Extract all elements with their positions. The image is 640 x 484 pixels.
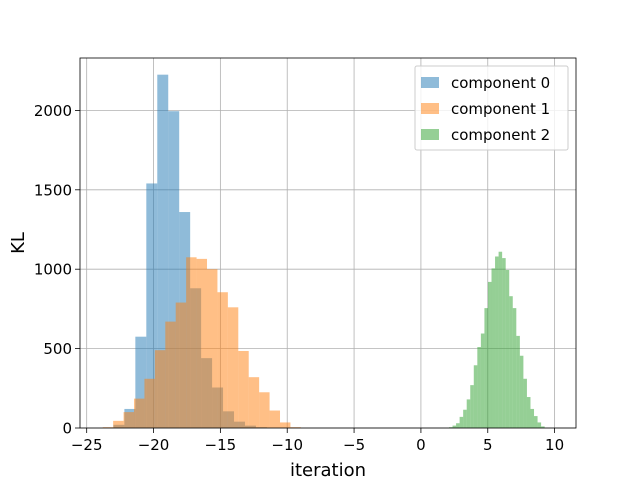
histogram-bar-component-1 [238, 350, 249, 428]
histogram-bar-component-1 [134, 398, 145, 428]
x-tick-label: −25 [71, 436, 103, 454]
histogram-bar-component-2 [526, 397, 531, 428]
legend-entry-label: component 1 [451, 100, 550, 118]
histogram-bar-component-2 [530, 408, 535, 428]
histogram-bar-component-0 [135, 336, 147, 428]
histogram-bar-component-2 [466, 399, 471, 428]
histogram-bar-component-2 [516, 335, 520, 428]
histogram-bar-component-2 [534, 416, 538, 428]
histogram-bar-component-2 [452, 425, 457, 428]
histogram-bar-component-1 [280, 422, 291, 428]
histogram-bar-component-1 [248, 377, 260, 428]
x-tick-label: 10 [545, 436, 564, 454]
histogram-bar-component-1 [227, 307, 239, 428]
histogram-bar-component-0 [146, 183, 158, 428]
legend-entry-label: component 0 [451, 74, 550, 92]
histogram-bar-component-1 [154, 350, 166, 428]
histogram-bar-component-2 [509, 296, 513, 428]
histogram-bar-component-1 [186, 257, 197, 428]
histogram-bar-component-1 [113, 420, 124, 428]
histogram-bar-component-1 [217, 292, 228, 428]
x-tick-label: −15 [205, 436, 237, 454]
histogram-bar-component-2 [477, 347, 481, 428]
histogram-bar-component-2 [463, 409, 467, 428]
histogram-bar-component-2 [487, 281, 492, 428]
y-tick-label: 500 [43, 340, 72, 358]
legend: component 0 component 1 component 2 [414, 65, 569, 151]
ticks-layer: −25 −20 −15 −10 −5 0 5 10 0 500 1000 1500 2000 [34, 102, 564, 454]
legend-swatch [421, 103, 439, 114]
x-axis-label: iteration [290, 460, 366, 480]
histogram-bar-component-2 [519, 355, 524, 428]
bars-layer [102, 74, 545, 429]
histogram-bar-component-2 [523, 378, 527, 428]
histogram-bar-component-1 [144, 378, 155, 428]
legend-entry-label: component 2 [451, 126, 550, 144]
histogram-bar-component-2 [473, 365, 478, 428]
histogram-bar-component-1 [123, 412, 135, 428]
histogram-bar-component-2 [495, 256, 499, 428]
histogram-bar-component-2 [498, 251, 503, 428]
y-tick-label: 2000 [34, 102, 72, 120]
histogram-bar-component-2 [480, 333, 485, 428]
legend-swatch [421, 77, 439, 88]
histogram-bar-component-0 [168, 111, 180, 429]
histogram-bar-component-2 [512, 308, 517, 428]
y-tick-label: 1500 [34, 181, 72, 199]
histogram-bar-component-1 [259, 392, 270, 428]
histogram-bar-component-0 [157, 74, 169, 428]
y-axis-label: KL [8, 232, 29, 254]
histogram-bar-component-2 [505, 269, 510, 428]
histogram-bar-component-1 [269, 410, 281, 428]
y-tick-label: 1000 [34, 261, 72, 279]
histogram-bar-component-2 [502, 258, 506, 428]
x-tick-label: −20 [138, 436, 170, 454]
histogram-bar-component-2 [470, 385, 474, 428]
x-tick-label: −5 [343, 436, 365, 454]
legend-box [414, 65, 569, 151]
y-tick-label: 0 [62, 420, 72, 438]
x-tick-label: 5 [483, 436, 493, 454]
histogram-bar-component-2 [484, 308, 488, 428]
x-tick-label: 0 [416, 436, 426, 454]
histogram-bar-component-1 [196, 258, 208, 428]
histogram-bar-component-2 [459, 416, 464, 428]
histogram-bar-component-2 [491, 268, 496, 428]
histogram-bar-component-2 [456, 423, 460, 428]
histogram-bar-component-1 [207, 269, 218, 428]
x-tick-label: −10 [271, 436, 303, 454]
histogram-bar-component-1 [175, 302, 187, 428]
legend-swatch [421, 129, 439, 140]
histogram-bar-component-2 [541, 426, 545, 428]
histogram-bar-component-2 [537, 422, 542, 428]
plot-frame [79, 57, 577, 429]
histogram-bar-component-1 [165, 321, 176, 428]
